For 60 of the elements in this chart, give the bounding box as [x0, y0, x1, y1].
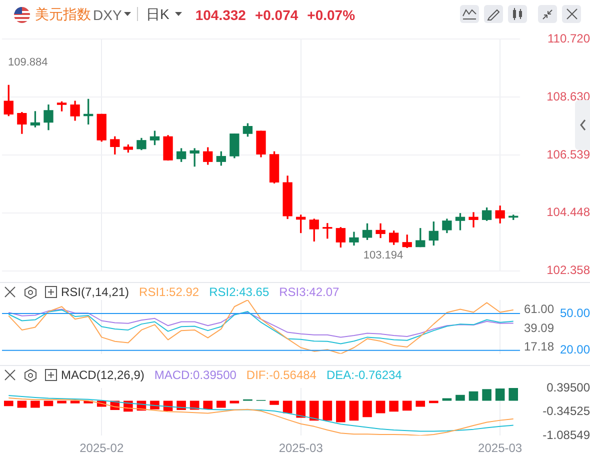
bar	[296, 400, 306, 418]
text: 日K	[146, 6, 170, 24]
y-tick-label: 0.39500	[546, 380, 590, 394]
series-label: RSI2:43.65	[209, 285, 270, 299]
bar	[508, 388, 518, 401]
bar	[70, 400, 80, 404]
bar	[416, 400, 426, 407]
y-tick-label: -0.34525	[542, 404, 590, 418]
legend-title: MACD(12,26,9)	[61, 368, 144, 382]
y-tick-label: 50.00	[560, 306, 590, 320]
bar	[362, 400, 372, 418]
text: DEA:-0.76234	[326, 368, 402, 382]
y-tick-label: 20.00	[560, 342, 590, 357]
text: 39.09	[524, 320, 554, 335]
text: +0.074	[254, 7, 298, 23]
chart-subtitle: DXY	[93, 7, 122, 23]
y-tick-label: 104.448	[546, 205, 590, 220]
bar	[495, 388, 505, 401]
x-tick-label: 2025-02	[80, 441, 124, 456]
bar	[282, 400, 292, 414]
text: 61.00	[524, 302, 554, 316]
bar	[349, 400, 359, 421]
text: +0.07%	[307, 7, 356, 23]
annotation: 103.194	[363, 250, 404, 262]
annotation: 109.884	[8, 56, 48, 68]
bar	[482, 389, 492, 401]
x-tick-label: 2025-03	[478, 441, 522, 456]
bar	[309, 400, 319, 421]
y-tick-label: 110.720	[548, 32, 590, 46]
text: RSI3:42.07	[279, 285, 340, 299]
text: DIF:-0.56484	[246, 368, 316, 382]
candlestick	[468, 212, 478, 228]
text: 17.18	[524, 340, 554, 354]
bar	[44, 400, 54, 406]
y-tick-label: 108.630	[546, 89, 590, 104]
bar	[230, 400, 240, 404]
bar	[30, 400, 40, 408]
bar	[429, 400, 438, 404]
bar	[402, 400, 412, 411]
bar	[336, 400, 346, 422]
legend-title: RSI(7,14,21)	[61, 285, 130, 299]
text: RSI1:52.92	[139, 285, 200, 299]
bar	[203, 400, 213, 410]
chart-title: 美元指数	[35, 6, 91, 24]
bar	[468, 391, 478, 401]
bar	[17, 400, 27, 408]
bar	[376, 400, 386, 414]
bar	[389, 400, 398, 412]
bar	[57, 400, 66, 404]
series-label: MACD:0.39500	[154, 368, 236, 382]
bar	[4, 400, 14, 406]
bar	[270, 400, 279, 405]
y-tick-label: 102.358	[546, 263, 590, 278]
y-tick-label: -1.08549	[542, 428, 590, 442]
y-tick-label: 106.539	[546, 147, 590, 162]
x-tick-label: 2025-03	[278, 441, 324, 456]
bar	[456, 394, 465, 401]
bar	[216, 400, 226, 408]
text: 104.332	[195, 7, 246, 23]
bar	[322, 400, 332, 421]
